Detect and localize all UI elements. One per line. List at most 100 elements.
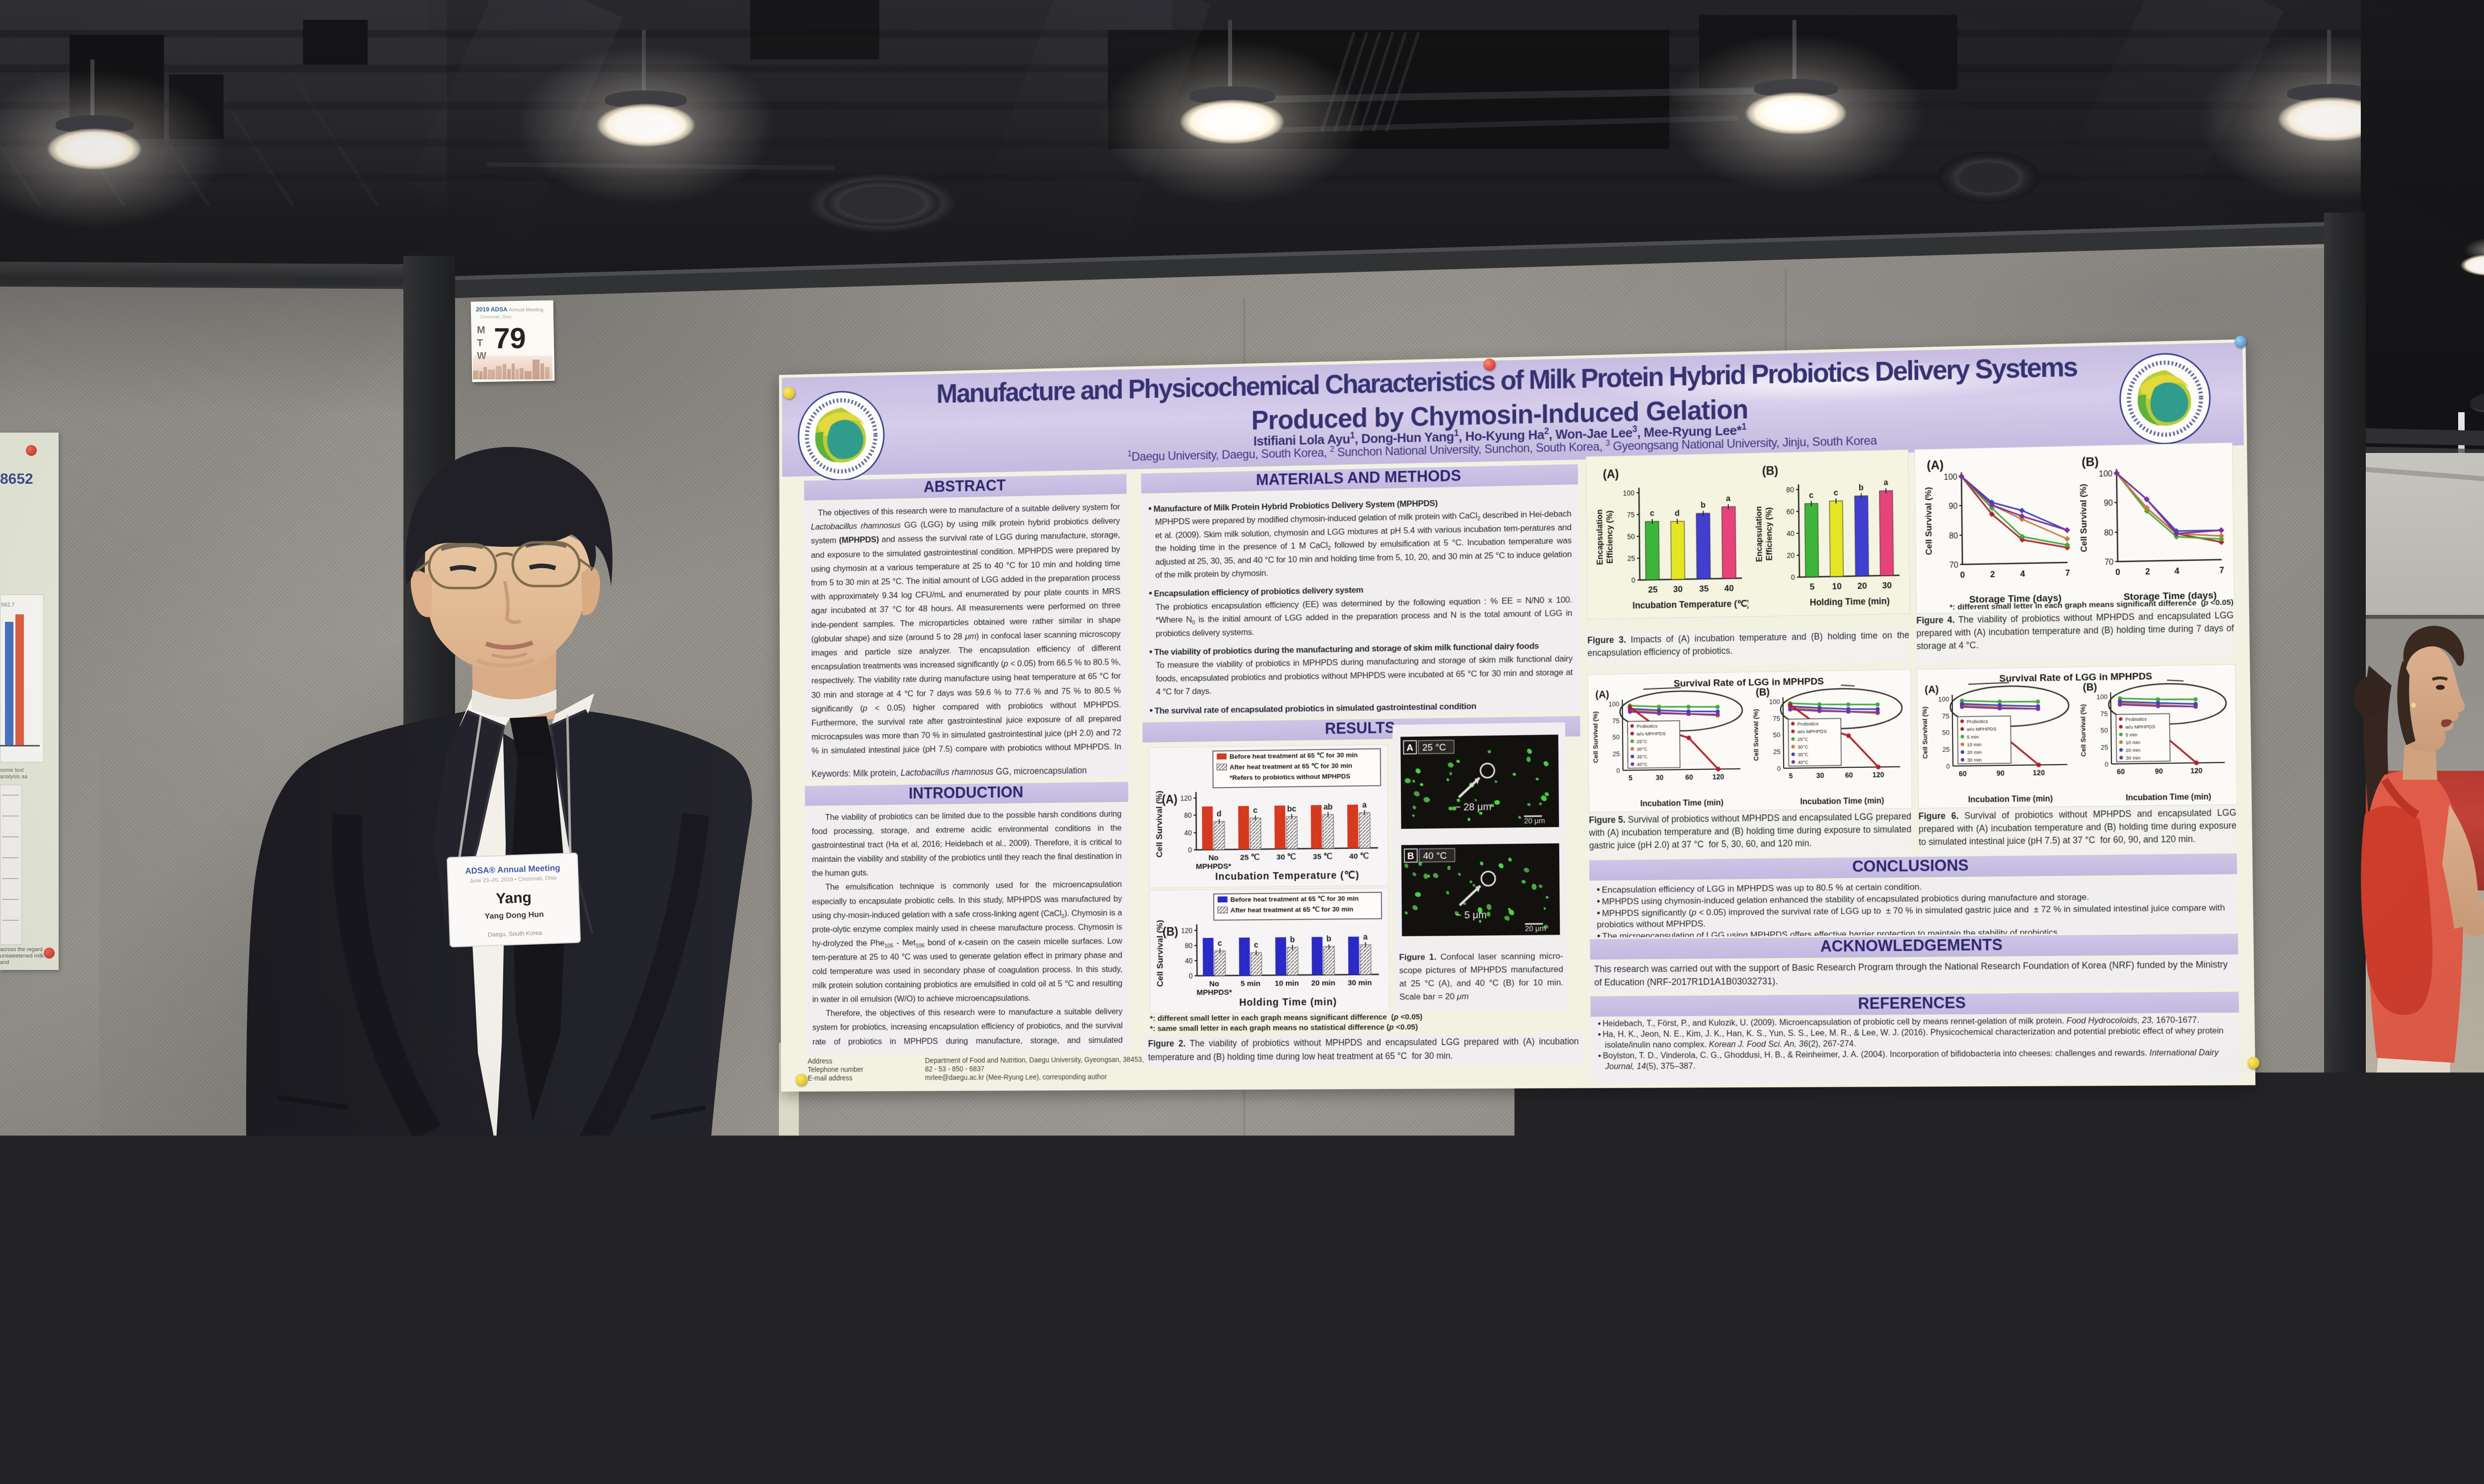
svg-text:Cell Survival (%): Cell Survival (%) <box>1924 487 1934 555</box>
svg-text:120: 120 <box>2190 767 2202 775</box>
svg-text:ab: ab <box>1323 803 1333 812</box>
svg-text:c: c <box>1218 939 1222 948</box>
svg-text:0: 0 <box>2115 567 2120 577</box>
svg-text:c: c <box>1253 806 1257 815</box>
svg-text:(B): (B) <box>2083 682 2097 693</box>
svg-text:Probiotics: Probiotics <box>1967 719 1988 724</box>
svg-text:80: 80 <box>1949 531 1958 540</box>
svg-text:b: b <box>1701 501 1706 510</box>
svg-text:A: A <box>1406 742 1413 753</box>
svg-text:60: 60 <box>1845 771 1853 779</box>
svg-text:0: 0 <box>1188 846 1192 854</box>
svg-text:40 ℃: 40 ℃ <box>1349 852 1369 861</box>
svg-text:80: 80 <box>1184 812 1191 819</box>
svg-text:5 min: 5 min <box>1967 734 1979 740</box>
svg-text:20: 20 <box>1787 551 1795 559</box>
svg-text:(A): (A) <box>1927 458 1943 472</box>
svg-text:Before heat treatment at 65 ℃: Before heat treatment at 65 ℃ for 30 min <box>1231 894 1359 903</box>
svg-text:40: 40 <box>1786 529 1794 537</box>
svg-text:5 min: 5 min <box>2125 732 2137 738</box>
svg-text:75: 75 <box>1612 717 1620 725</box>
svg-text:10 min: 10 min <box>1275 979 1299 988</box>
svg-text:25: 25 <box>1773 748 1781 755</box>
svg-text:Encapsulation: Encapsulation <box>1755 506 1764 562</box>
svg-text:Probiotics: Probiotics <box>1797 721 1819 727</box>
svg-text:Incubation Time (min): Incubation Time (min) <box>2126 792 2211 802</box>
svg-text:(A): (A) <box>1162 793 1177 806</box>
svg-text:100: 100 <box>2096 693 2108 701</box>
svg-text:0: 0 <box>1777 765 1781 772</box>
svg-text:Incubation Time (min): Incubation Time (min) <box>1800 797 1884 807</box>
svg-text:30°C: 30°C <box>1797 744 1808 750</box>
svg-text:75: 75 <box>1773 715 1781 723</box>
svg-text:90: 90 <box>2155 767 2163 775</box>
svg-text:Incubation Time (min): Incubation Time (min) <box>1968 794 2053 804</box>
svg-text:100: 100 <box>1944 473 1957 482</box>
svg-text:35: 35 <box>1699 584 1708 594</box>
svg-text:75: 75 <box>1627 511 1635 519</box>
svg-text:Cell Survival (%): Cell Survival (%) <box>1921 706 1929 758</box>
svg-text:2: 2 <box>1990 570 1995 579</box>
svg-text:~ 5 μm: ~ 5 μm <box>1456 910 1486 921</box>
svg-text:50: 50 <box>1773 731 1781 739</box>
svg-text:75: 75 <box>1942 713 1949 720</box>
svg-text:40 °C: 40 °C <box>1423 850 1447 861</box>
svg-text:80: 80 <box>1786 486 1794 494</box>
svg-text:MPHPDS*: MPHPDS* <box>1196 862 1231 871</box>
svg-text:a: a <box>1362 801 1367 810</box>
svg-text:a: a <box>1363 933 1368 942</box>
svg-text:Survival Rate of LGG in MPHPDS: Survival Rate of LGG in MPHPDS <box>1999 670 2152 684</box>
svg-text:Incubation Temperature (℃): Incubation Temperature (℃) <box>1215 870 1359 883</box>
svg-text:B: B <box>1407 850 1414 861</box>
svg-text:30 min: 30 min <box>1348 978 1372 987</box>
svg-text:90: 90 <box>1948 502 1957 511</box>
svg-text:d: d <box>1675 509 1680 518</box>
svg-text:100: 100 <box>1938 696 1949 703</box>
svg-text:120: 120 <box>1181 927 1192 935</box>
svg-text:20 min: 20 min <box>1311 978 1335 987</box>
svg-text:Cell Survival (%): Cell Survival (%) <box>2079 704 2087 757</box>
svg-text:Yang: Yang <box>496 890 532 907</box>
svg-text:Cell Survival (%): Cell Survival (%) <box>1155 791 1164 858</box>
svg-text:(B): (B) <box>2082 455 2099 469</box>
svg-text:w/o MPHPDS: w/o MPHPDS <box>2125 724 2155 730</box>
svg-text:40: 40 <box>1185 957 1192 965</box>
svg-text:Cell Survival (%): Cell Survival (%) <box>2079 484 2089 552</box>
svg-text:100: 100 <box>2099 469 2113 479</box>
svg-text:a: a <box>1726 494 1731 503</box>
svg-text:120: 120 <box>1180 794 1192 802</box>
svg-text:40: 40 <box>1724 584 1734 593</box>
svg-text:25: 25 <box>1942 746 1950 753</box>
svg-text:25 ℃: 25 ℃ <box>1240 853 1259 862</box>
svg-text:0: 0 <box>1631 576 1635 584</box>
svg-text:25: 25 <box>1627 555 1635 563</box>
svg-text:Probiotics: Probiotics <box>1636 724 1657 729</box>
svg-text:10: 10 <box>1832 582 1842 592</box>
svg-text:5: 5 <box>1810 582 1815 592</box>
svg-text:90: 90 <box>1997 769 2005 777</box>
svg-text:40°C: 40°C <box>1798 759 1809 765</box>
svg-text:80: 80 <box>1185 942 1192 950</box>
svg-text:70: 70 <box>2104 558 2114 567</box>
svg-text:0: 0 <box>1960 570 1965 580</box>
svg-text:50: 50 <box>1942 729 1949 737</box>
svg-text:10 min: 10 min <box>1967 742 1981 747</box>
svg-text:Encapsulation: Encapsulation <box>1596 510 1605 565</box>
svg-text:25°C: 25°C <box>1636 739 1647 744</box>
svg-text:(A): (A) <box>1603 467 1619 481</box>
svg-text:30 min: 30 min <box>2126 755 2141 761</box>
svg-text:70: 70 <box>1949 561 1958 570</box>
svg-text:30°C: 30°C <box>1637 746 1648 752</box>
svg-text:50: 50 <box>1613 734 1620 741</box>
svg-text:35°C: 35°C <box>1797 752 1808 757</box>
svg-text:b: b <box>1859 483 1863 492</box>
svg-text:4: 4 <box>2174 566 2180 576</box>
svg-text:25°C: 25°C <box>1797 737 1808 742</box>
svg-text:100: 100 <box>1623 489 1635 497</box>
svg-text:35°C: 35°C <box>1637 754 1648 759</box>
svg-text:100: 100 <box>1609 700 1620 708</box>
svg-text:Probiotics: Probiotics <box>2125 716 2147 722</box>
svg-text:120: 120 <box>1872 771 1884 779</box>
svg-text:Efficiency (%): Efficiency (%) <box>1765 507 1774 561</box>
svg-text:(A): (A) <box>1595 689 1609 701</box>
